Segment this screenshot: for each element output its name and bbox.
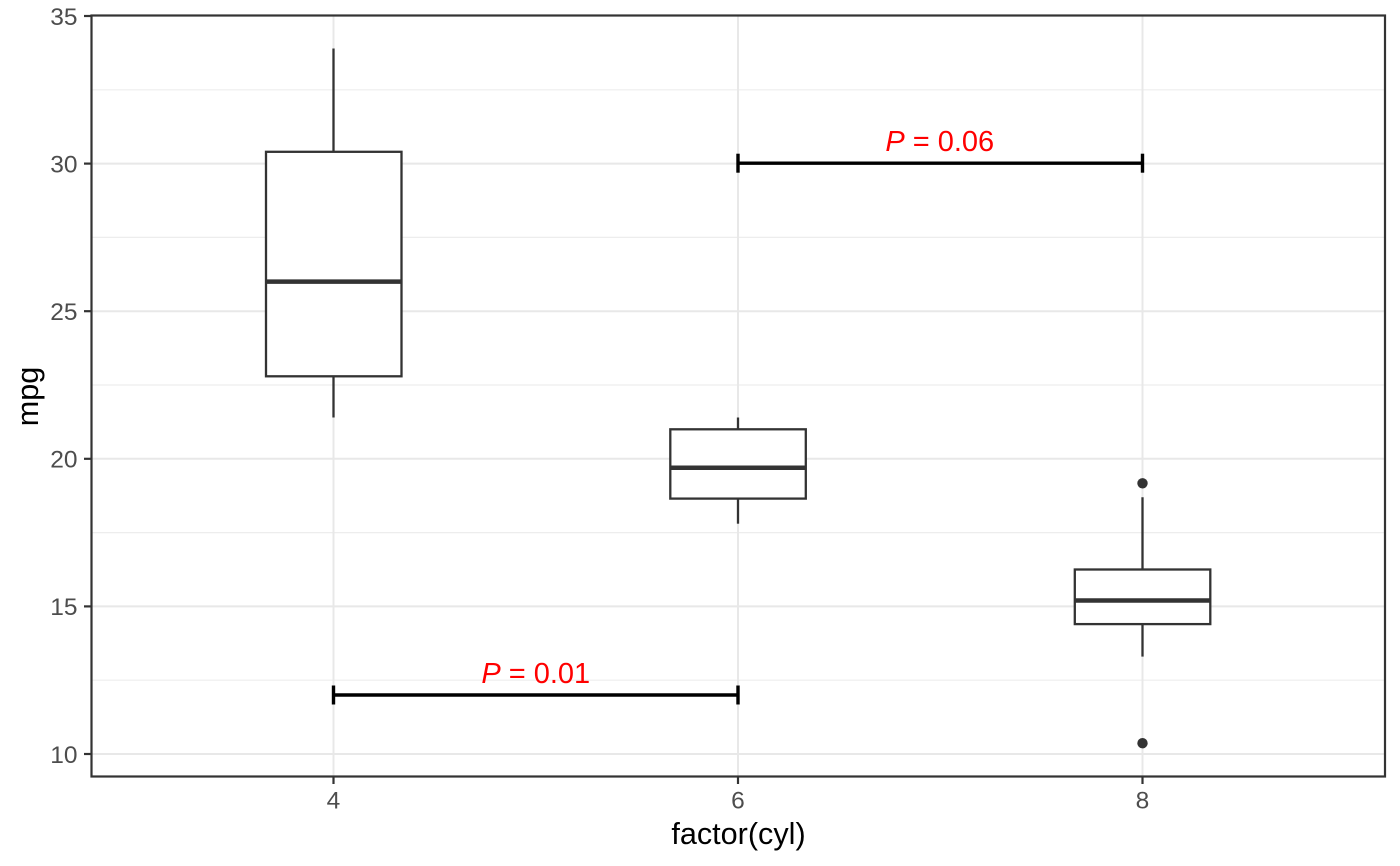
svg-text:factor(cyl): factor(cyl) bbox=[671, 817, 805, 851]
svg-text:8: 8 bbox=[1136, 788, 1150, 815]
svg-text:20: 20 bbox=[50, 447, 77, 474]
svg-text:25: 25 bbox=[50, 299, 77, 326]
svg-text:15: 15 bbox=[50, 594, 77, 621]
svg-text:30: 30 bbox=[50, 151, 77, 178]
svg-text:P = 0.01: P = 0.01 bbox=[481, 658, 590, 690]
svg-text:6: 6 bbox=[731, 788, 745, 815]
svg-text:10: 10 bbox=[50, 742, 77, 769]
svg-text:mpg: mpg bbox=[11, 367, 45, 427]
svg-text:4: 4 bbox=[327, 788, 341, 815]
svg-text:35: 35 bbox=[50, 4, 77, 31]
svg-text:P = 0.06: P = 0.06 bbox=[885, 126, 994, 158]
